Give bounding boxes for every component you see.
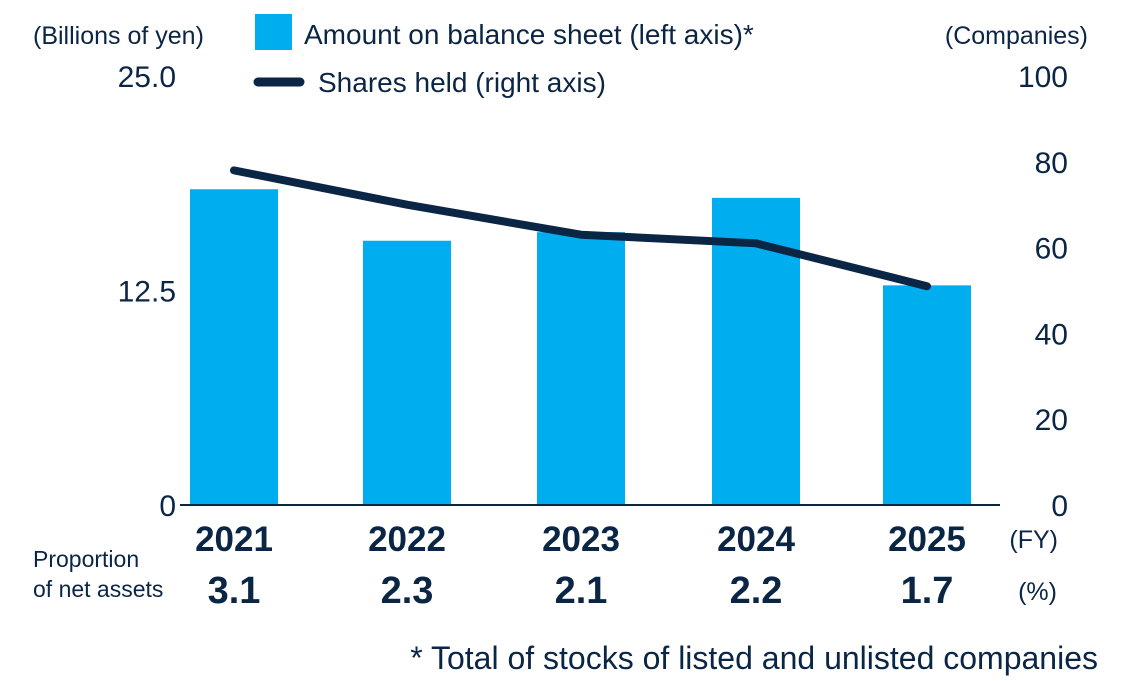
right-tick-label: 20: [1035, 404, 1068, 437]
right-tick-label: 100: [1018, 61, 1068, 94]
shares-held-point-2021: [233, 169, 235, 171]
category-label-2024: 2024: [717, 520, 795, 559]
proportion-label-line2: of net assets: [33, 576, 163, 602]
left-tick-label: 12.5: [118, 276, 176, 309]
bar-2021: [190, 189, 278, 506]
category-label-2021: 2021: [195, 520, 273, 559]
shares-held-point-2025: [926, 285, 928, 287]
category-label-2025: 2025: [888, 520, 966, 559]
right-tick-label: 0: [1051, 490, 1068, 523]
category-label-2023: 2023: [542, 520, 620, 559]
legend-bar-label: Amount on balance sheet (left axis)*: [304, 19, 754, 50]
right-axis-unit: (Companies): [945, 22, 1088, 50]
proportion-value-2023: 2.1: [555, 570, 608, 612]
legend-line-label: Shares held (right axis): [318, 67, 606, 98]
proportion-value-2021: 3.1: [208, 570, 261, 612]
right-tick-label: 80: [1035, 147, 1068, 180]
left-tick-label: 25.0: [118, 61, 176, 94]
bar-2022: [363, 240, 451, 505]
shares-held-point-2023: [580, 234, 582, 236]
proportion-label-line1: Proportion: [33, 546, 139, 572]
category-label-2022: 2022: [368, 520, 446, 559]
shares-held-point-2022: [406, 204, 408, 206]
bar-2023: [537, 232, 625, 505]
x-axis-unit: (FY): [1009, 526, 1058, 554]
proportion-value-2025: 1.7: [901, 570, 954, 612]
proportion-value-2022: 2.3: [381, 570, 434, 612]
legend-bar-swatch: [255, 14, 292, 50]
bar-2025: [883, 285, 971, 505]
proportion-unit: (%): [1018, 578, 1057, 606]
left-axis-unit: (Billions of yen): [33, 22, 204, 50]
proportion-value-2024: 2.2: [730, 570, 783, 612]
left-tick-label: 0: [159, 490, 176, 523]
right-tick-label: 60: [1035, 233, 1068, 266]
footnote: * Total of stocks of listed and unlisted…: [410, 640, 1098, 676]
shares-held-point-2024: [755, 242, 757, 244]
right-tick-label: 40: [1035, 318, 1068, 351]
